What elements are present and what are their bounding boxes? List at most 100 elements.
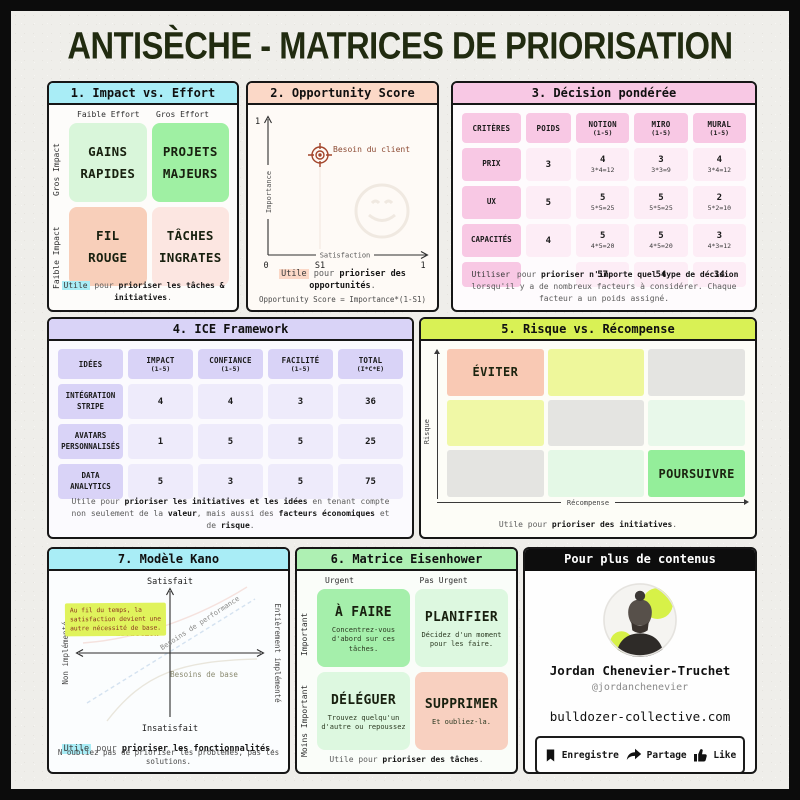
smiley-watermark-icon: [354, 183, 410, 239]
contact-name: Jordan Chenevier-Truchet: [549, 663, 731, 678]
grid-cell: [547, 349, 645, 396]
impact-effort-col-labels: Faible Effort Gros Effort: [71, 110, 229, 119]
value-cell: 36: [338, 384, 403, 419]
kano-footer: Utile pour prioriser les fonctionnalités…: [61, 744, 276, 755]
grid-cell: [447, 399, 544, 447]
col-header: IDÉES: [58, 349, 123, 379]
like-button[interactable]: Like: [693, 748, 736, 762]
total-cell: 34: [692, 262, 746, 287]
panel-eisenhower: 6. Matrice Eisenhower Urgent Pas Urgent …: [295, 547, 518, 774]
contact-website-link[interactable]: bulldozer-collective.com: [549, 709, 731, 724]
score-cell: 5 5*5=25: [576, 186, 630, 219]
panel-kano: 7. Modèle Kano Satisfait Insatisfait Non…: [47, 547, 290, 774]
total-cell: 57: [576, 262, 630, 287]
quadrant-label: FIL ROUGE: [88, 228, 128, 265]
cell-avoid: ÉVITER: [447, 349, 544, 396]
row-label-gros-impact: Gros Impact: [52, 143, 61, 197]
score-cell: 5 4*5=20: [634, 224, 688, 257]
value-cell: 5: [198, 424, 263, 459]
row-label: INTÉGRATION STRIPE: [58, 384, 123, 419]
contact-handle[interactable]: @jordanchenevier: [591, 682, 689, 693]
col-header: MIRO (1-5): [634, 113, 688, 143]
panel-risk-reward: 5. Risque vs. Récompense Risque ÉVITER P…: [419, 317, 757, 539]
value-cell: 75: [338, 464, 403, 499]
risk-axis: [434, 349, 440, 499]
value-cell: 1: [128, 424, 193, 459]
quadrant-deleguer: DÉLÉGUER Trouvez quelqu'un d'autre ou rep…: [317, 672, 410, 750]
page-title: ANTISÈCHE - MATRICES DE PRIORISATION: [67, 24, 733, 68]
x-tick-0: 0: [263, 261, 268, 271]
save-button[interactable]: Enregistre: [544, 748, 619, 763]
eisenhower-footer: Utile pour prioriser des tâches.: [329, 755, 484, 764]
quadrant-label: TÂCHES INGRATES: [158, 228, 222, 265]
label-satisfait: Satisfait: [147, 577, 193, 587]
panel-impact-effort: 1. Impact vs. Effort Faible Effort Gros …: [47, 81, 239, 312]
score-cell: 3 3*3=9: [634, 148, 688, 181]
row-label: AVATARS PERSONNALISÉS: [58, 424, 123, 459]
cell-pursue: POURSUIVRE: [648, 450, 745, 497]
target-icon: [308, 143, 332, 167]
point-label: Besoin du client: [333, 145, 410, 154]
share-button[interactable]: Partage: [626, 748, 687, 762]
quadrant-planifier: PLANIFIER Décidez d'un moment pour les fa…: [415, 589, 508, 667]
col-label-faible-effort: Faible Effort: [77, 110, 140, 119]
col-label-urgent: Urgent: [325, 576, 354, 585]
opportunity-chart: 1 Importance Satisfaction 0 S1 1: [255, 115, 429, 271]
weighted-table: CRITÈRES POIDS NOTION (1-5) MIRO (1-5) MUR…: [453, 105, 755, 291]
quadrant-a-faire: À FAIRE Concentrez-vous d'abord sur ces t…: [317, 589, 410, 667]
grid-cell: [547, 399, 645, 447]
like-button-label: Like: [713, 749, 737, 761]
x-tick-1: 1: [420, 261, 425, 271]
weight-cell: 4: [525, 224, 571, 257]
impact-effort-footer: Utile pour prioriser les tâches & initia…: [61, 281, 225, 302]
quadrant-projets-majeurs: PROJETS MAJEURS: [151, 123, 229, 202]
panel-kano-title: 7. Modèle Kano: [49, 549, 288, 571]
grid-cell: [648, 349, 745, 396]
weight-cell: 5: [525, 186, 571, 219]
action-bar: Enregistre Partage Like: [535, 736, 745, 772]
quadrant-label: PROJETS MAJEURS: [162, 144, 218, 181]
x-axis-label: Récompense: [421, 499, 755, 507]
panel-ice-title: 4. ICE Framework: [49, 319, 412, 341]
quadrant-fil-rouge: FIL ROUGE: [69, 207, 147, 286]
quadrant-taches-ingrates: TÂCHES INGRATES: [151, 207, 229, 286]
y-max-tick: 1: [255, 117, 260, 127]
row-label: UX: [462, 186, 521, 219]
row-label-moins-important: Moins Important: [300, 684, 309, 758]
contact-header: Pour plus de contenus: [525, 549, 755, 571]
vertical-axis: [166, 587, 174, 717]
label-basic-needs-curve: Besoins de base: [170, 670, 238, 679]
value-cell: 5: [268, 464, 333, 499]
label-insatisfait: Insatisfait: [142, 724, 198, 734]
save-button-label: Enregistre: [561, 749, 619, 761]
ice-table: IDÉES IMPACT (1-5) CONFIANCE (1-5) FACILIT…: [49, 341, 412, 503]
value-cell: 5: [268, 424, 333, 459]
panel-opportunity-title: 2. Opportunity Score: [248, 83, 437, 105]
col-header: CONFIANCE (1-5): [198, 349, 263, 379]
risk-reward-grid: ÉVITER POURSUIVRE: [447, 349, 745, 497]
quadrant-label: GAINS RAPIDES: [80, 144, 136, 181]
score-cell: 5 5*5=25: [634, 186, 688, 219]
value-cell: 4: [198, 384, 263, 419]
col-header: FACILITÉ (1-5): [268, 349, 333, 379]
row-label: DATA ANALYTICS: [58, 464, 123, 499]
weighted-footer: Utiliser pour prioriser n'importe quel t…: [469, 270, 739, 303]
col-header: NOTION (1-5): [576, 113, 630, 143]
horizontal-axis: [75, 649, 265, 657]
opportunity-footer: Utile pour prioriser des opportunités.: [279, 268, 406, 292]
label-entierement-implemente: Entièrement implémenté: [273, 603, 282, 703]
bookmark-icon: [546, 748, 554, 762]
panel-weighted-decision: 3. Décision pondérée CRITÈRES POIDS NOTI…: [451, 81, 757, 312]
basic-needs-curve: [106, 658, 258, 722]
score-cell: 4 3*4=12: [576, 148, 630, 181]
quadrant-gains-rapides: GAINS RAPIDES: [69, 123, 147, 202]
y-axis-label: Importance: [265, 171, 273, 213]
x-tick-s1: S1: [315, 261, 325, 271]
value-cell: 4: [128, 384, 193, 419]
row-label: PRIX: [462, 148, 521, 181]
col-header: TOTAL (I*C*E): [338, 349, 403, 379]
col-label-pas-urgent: Pas Urgent: [419, 576, 468, 585]
opportunity-formula: Opportunity Score = Importance*(1-S1): [258, 295, 427, 304]
ice-footer: Utile pour prioriser les initiatives et …: [71, 497, 390, 530]
